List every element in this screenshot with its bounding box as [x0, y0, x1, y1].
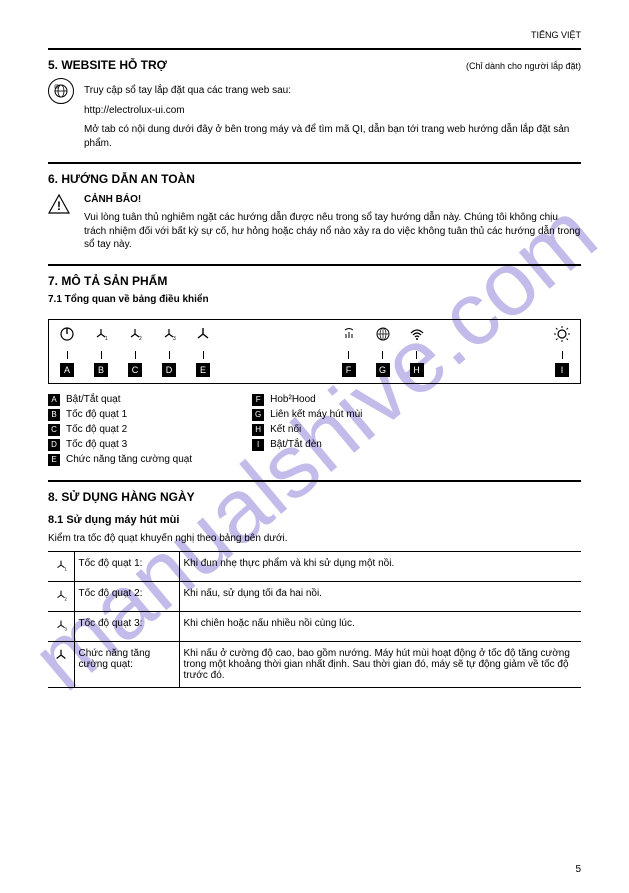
warning-icon: !	[48, 194, 70, 219]
divider	[48, 162, 581, 164]
section5-text1: Truy cập sổ tay lắp đặt qua các trang we…	[84, 84, 581, 98]
svg-text:3: 3	[64, 626, 67, 631]
wifi-icon	[409, 326, 425, 347]
section5-url: http://electrolux-ui.com	[84, 104, 581, 118]
svg-text:3: 3	[173, 336, 176, 342]
section7-subtitle: 7.1 Tổng quan về bảng điều khiển	[48, 294, 581, 305]
fan1-icon: 1	[54, 558, 68, 575]
hood-link-icon	[375, 326, 391, 347]
warning-label: CẢNH BÁO!	[84, 194, 581, 205]
section7-heading: 7. MÔ TẢ SẢN PHẨM	[48, 274, 581, 288]
divider	[48, 264, 581, 266]
section8-heading: 8. SỬ DỤNG HÀNG NGÀY	[48, 490, 581, 504]
section8-text: Kiểm tra tốc độ quạt khuyến nghị theo bả…	[48, 532, 581, 546]
section8-subtitle: 8.1 Sử dụng máy hút mùi	[48, 514, 581, 526]
legend-f: Hob²Hood	[270, 394, 316, 405]
fan-boost-icon	[54, 648, 68, 665]
section6-heading: 6. HƯỚNG DẪN AN TOÀN	[48, 172, 581, 186]
fan2-icon: 2	[54, 588, 68, 605]
table-row: 2 Tốc độ quạt 2: Khi nấu, sử dụng tối đa…	[48, 582, 581, 612]
table-row: 1 Tốc độ quạt 1: Khi đun nhẹ thực phẩm v…	[48, 552, 581, 582]
svg-text:1: 1	[105, 336, 108, 342]
row2-desc: Tốc độ quạt 2:	[74, 582, 179, 612]
svg-text:@: @	[54, 84, 59, 90]
divider	[48, 480, 581, 482]
legend: ABật/Tắt quạt BTốc độ quạt 1 CTốc độ quạ…	[48, 394, 581, 466]
legend-d: Tốc độ quạt 3	[66, 439, 127, 450]
section5-subtitle: (Chỉ dành cho người lắp đặt)	[466, 61, 581, 71]
fan3-icon: 3	[161, 326, 177, 347]
light-icon	[554, 326, 570, 347]
row1-use: Khi đun nhẹ thực phẩm và khi sử dụng một…	[179, 552, 581, 582]
legend-i: Bật/Tắt đèn	[270, 439, 322, 450]
legend-g: Liên kết máy hút mùi	[270, 409, 362, 420]
legend-a: Bật/Tắt quạt	[66, 394, 120, 405]
svg-text:1: 1	[64, 566, 67, 571]
section5-heading: 5. WEBSITE HỖ TRỢ	[48, 58, 167, 72]
hob2hood-icon	[341, 326, 357, 347]
row3-desc: Tốc độ quạt 3:	[74, 612, 179, 642]
page-number: 5	[575, 864, 581, 875]
legend-c: Tốc độ quạt 2	[66, 424, 127, 435]
fan2-icon: 2	[127, 326, 143, 347]
legend-b: Tốc độ quạt 1	[66, 409, 127, 420]
svg-text:2: 2	[139, 336, 142, 342]
fan1-icon: 1	[93, 326, 109, 347]
manual-lang-label: TIẾNG VIỆT	[48, 30, 581, 40]
table-row: Chức năng tăng cường quạt: Khi nấu ở cườ…	[48, 642, 581, 688]
control-panel-diagram: A 1B 2C 3D E F G H I	[48, 319, 581, 384]
svg-text:2: 2	[64, 596, 67, 601]
power-icon	[59, 326, 75, 347]
row4-desc: Chức năng tăng cường quạt:	[74, 642, 179, 688]
row2-use: Khi nấu, sử dụng tối đa hai nồi.	[179, 582, 581, 612]
row1-desc: Tốc độ quạt 1:	[74, 552, 179, 582]
legend-h: Kết nối	[270, 424, 301, 435]
table-row: 3 Tốc độ quạt 3: Khi chiên hoặc nấu nhiề…	[48, 612, 581, 642]
fan-speed-table: 1 Tốc độ quạt 1: Khi đun nhẹ thực phẩm v…	[48, 551, 581, 688]
fan3-icon: 3	[54, 618, 68, 635]
row3-use: Khi chiên hoặc nấu nhiều nồi cùng lúc.	[179, 612, 581, 642]
svg-text:!: !	[57, 199, 61, 213]
legend-e: Chức năng tăng cường quạt	[66, 454, 192, 465]
row4-use: Khi nấu ở cường độ cao, bao gồm nướng. M…	[179, 642, 581, 688]
fan-boost-icon	[195, 326, 211, 347]
divider	[48, 48, 581, 50]
warning-text: Vui lòng tuân thủ nghiêm ngặt các hướng …	[84, 211, 581, 252]
globe-icon: @	[48, 78, 74, 104]
section5-text2: Mở tab có nội dung dưới đây ở bên trong …	[84, 123, 581, 150]
